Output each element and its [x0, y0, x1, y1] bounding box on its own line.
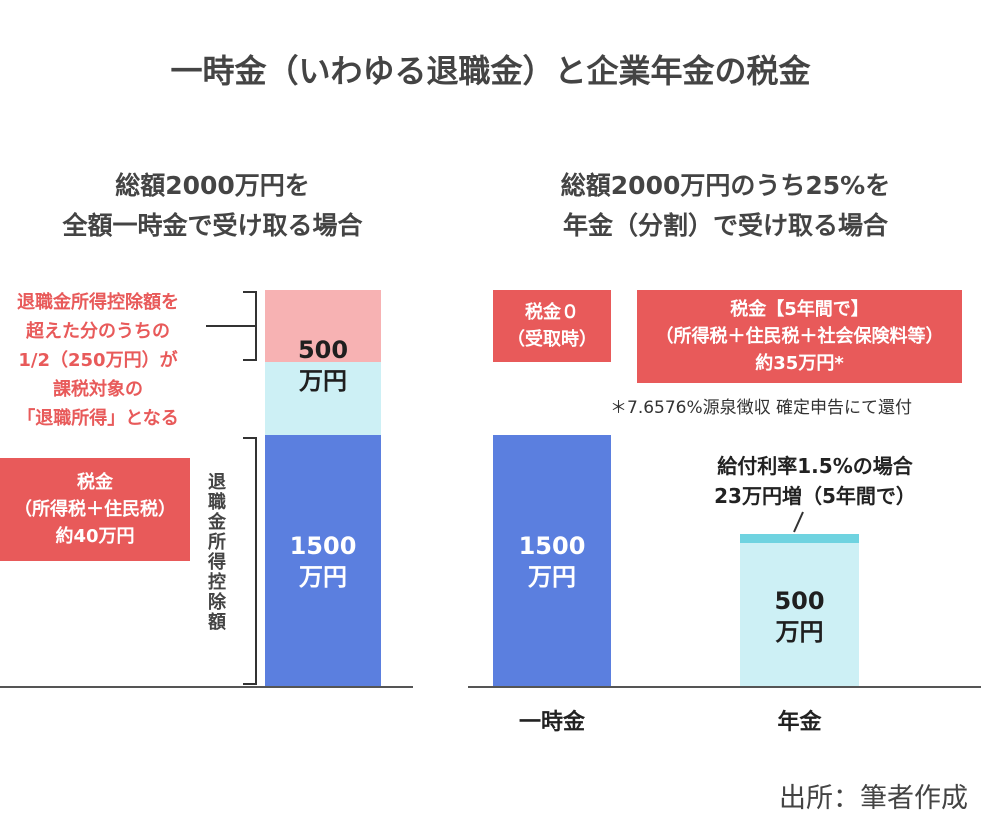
data-label-pension-1500-unit: 万円 — [528, 563, 576, 591]
pension-tax-box: 税金【5年間で】 （所得税＋住民税＋社会保険料等） 約35万円* — [637, 290, 962, 383]
pension-tax-zero-line-2: （受取時） — [507, 329, 597, 350]
category-label-pension: 年金 — [777, 710, 822, 735]
chart-title: 一時金（いわゆる退職金）と企業年金の税金 — [170, 52, 811, 90]
category-label-lump-sum: 一時金 — [518, 710, 585, 735]
data-label-lump-500-value: 500 — [297, 336, 349, 364]
pension-tax-line-2: （所得税＋住民税＋社会保険料等） — [655, 326, 944, 347]
taxable-bracket — [206, 291, 257, 361]
increase-annotation-line-2: 23万円増（5年間で） — [714, 484, 916, 508]
left-subtitle-line-2: 全額一時金で受け取る場合 — [62, 211, 363, 240]
taxable-annotation-line-1: 退職金所得控除額を — [17, 292, 179, 313]
pension-tax-line-1: 税金【5年間で】 — [730, 299, 869, 320]
data-label-pension-500-value: 500 — [774, 587, 825, 615]
increase-annotation-line-1: 給付利率1.5%の場合 — [717, 454, 913, 478]
lump-sum-tax-line-1: 税金 — [77, 472, 113, 493]
bar-pension-interest-increase — [740, 534, 859, 543]
taxable-annotation-line-2: 超えた分のうちの — [26, 321, 170, 342]
taxable-annotation-line-4: 課税対象の — [53, 379, 143, 400]
taxable-annotation-line-3: 1/2（250万円）が — [18, 350, 178, 371]
taxable-annotation: 退職金所得控除額を 超えた分のうちの 1/2（250万円）が 課税対象の 「退職… — [0, 288, 196, 433]
bar-pension-lump-part — [493, 435, 611, 687]
data-label-pension-1500: 1500 万円 — [493, 531, 611, 593]
source-credit: 出所：筆者作成 — [779, 783, 968, 814]
data-label-lump-500-unit: 万円 — [299, 367, 347, 395]
bar-lump-sum-taxable-pink — [265, 290, 381, 362]
bar-pension-annuity-part — [740, 542, 859, 687]
withholding-footnote: ＊7.6576%源泉徴収 確定申告にて還付 — [610, 398, 913, 418]
data-label-lump-1500-unit: 万円 — [299, 563, 347, 591]
left-subtitle: 総額2000万円を 全額一時金で受け取る場合 — [0, 166, 425, 246]
deduction-vertical-label: 退職金所得控除額 — [205, 472, 226, 632]
right-subtitle: 総額2000万円のうち25%を 年金（分割）で受け取る場合 — [470, 166, 981, 246]
taxable-annotation-line-5: 「退職所得」となる — [17, 408, 179, 429]
increase-leader-line — [793, 511, 804, 533]
left-subtitle-line-1: 総額2000万円を — [115, 171, 310, 200]
right-subtitle-line-1: 総額2000万円のうち25%を — [560, 171, 891, 200]
data-label-pension-1500-value: 1500 — [518, 532, 586, 560]
deduction-bracket — [243, 437, 257, 685]
bar-lump-sum-deduction — [265, 435, 381, 687]
data-label-pension-500-unit: 万円 — [775, 618, 824, 646]
bar-lump-sum-taxable-cyan — [265, 362, 381, 435]
data-label-pension-500: 500 万円 — [740, 586, 859, 648]
pension-tax-line-3: 約35万円* — [755, 353, 844, 374]
increase-annotation: 給付利率1.5%の場合 23万円増（5年間で） — [680, 451, 950, 511]
data-label-lump-1500: 1500 万円 — [265, 531, 381, 593]
lump-sum-tax-line-3: 約40万円 — [55, 526, 135, 547]
data-label-lump-1500-value: 1500 — [289, 532, 357, 560]
lump-sum-tax-box: 税金 （所得税＋住民税） 約40万円 — [0, 458, 190, 561]
pension-tax-zero-line-1: 税金０ — [525, 302, 579, 323]
lump-sum-tax-line-2: （所得税＋住民税） — [14, 499, 176, 520]
pension-tax-zero-box: 税金０ （受取時） — [493, 290, 611, 362]
data-label-lump-500: 500 万円 — [265, 335, 381, 397]
right-subtitle-line-2: 年金（分割）で受け取る場合 — [562, 211, 888, 240]
